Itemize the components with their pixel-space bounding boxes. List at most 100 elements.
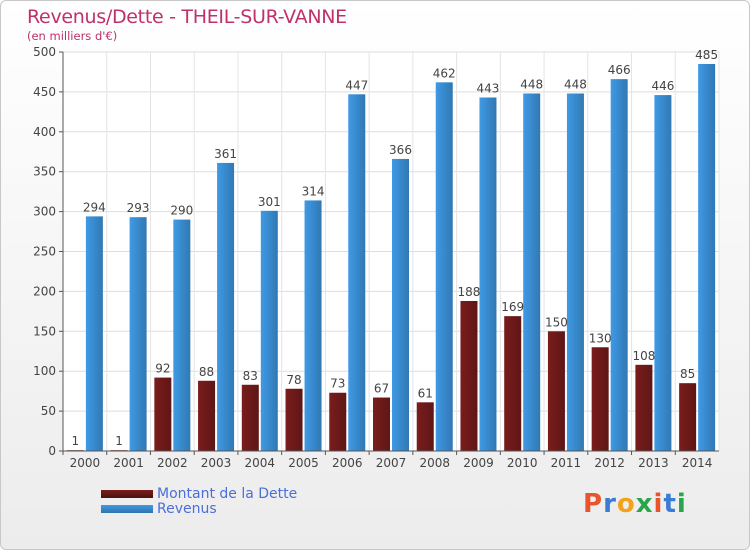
bar-dette: [241, 384, 259, 451]
value-label-revenus: 485: [695, 48, 718, 62]
proxiti-logo: Proxiti: [583, 489, 687, 519]
value-labels: 1 294 1 293 92 290 88 361 83 301 78 314 73 447 67 366 61…: [72, 48, 719, 448]
value-label-revenus: 314: [302, 184, 325, 198]
value-label-revenus: 290: [170, 204, 193, 218]
logo-letter: x: [635, 489, 654, 519]
value-label-dette: 1: [72, 434, 80, 448]
value-label-dette: 61: [418, 386, 433, 400]
bar-revenus: [304, 200, 322, 451]
bar-dette: [547, 331, 565, 451]
bar-revenus: [479, 97, 497, 452]
value-label-dette: 188: [458, 285, 481, 299]
logo-letter: t: [663, 489, 677, 519]
value-label-revenus: 294: [83, 200, 106, 214]
value-label-dette: 130: [589, 331, 612, 345]
bar-dette: [635, 364, 653, 451]
value-label-dette: 108: [632, 349, 655, 363]
value-label-revenus: 448: [564, 77, 587, 91]
y-tick-label: 0: [48, 444, 56, 458]
x-tick-label: 2007: [376, 456, 407, 470]
logo-letter: r: [603, 489, 617, 519]
bar-dette: [198, 380, 216, 451]
logo-letter: i: [676, 489, 687, 519]
x-tick-label: 2011: [551, 456, 582, 470]
y-tick-label: 450: [33, 85, 56, 99]
value-label-dette: 85: [680, 367, 695, 381]
x-tick-label: 2004: [245, 456, 276, 470]
x-tick-label: 2013: [638, 456, 669, 470]
bar-revenus: [217, 162, 235, 451]
bar-dette: [504, 316, 522, 451]
value-label-revenus: 443: [477, 81, 500, 95]
value-label-dette: 78: [286, 373, 301, 387]
legend-label-dette: Montant de la Dette: [157, 486, 298, 502]
x-tick-label: 2005: [288, 456, 319, 470]
value-label-revenus: 448: [520, 77, 543, 91]
bar-dette: [460, 300, 478, 451]
y-tick-label: 300: [33, 205, 56, 219]
bars: [66, 63, 716, 452]
bar-dette: [329, 392, 347, 451]
bar-revenus: [566, 93, 584, 451]
logo-letter: o: [616, 489, 636, 519]
logo-letter: i: [653, 489, 664, 519]
value-label-revenus: 366: [389, 143, 412, 157]
bar-revenus: [654, 95, 672, 451]
x-tick-label: 2010: [507, 456, 538, 470]
value-label-dette: 67: [374, 382, 389, 396]
bar-dette: [591, 347, 609, 451]
bar-dette: [679, 383, 697, 451]
grid-lines: [62, 51, 720, 452]
value-label-dette: 88: [199, 365, 214, 379]
bar-dette: [154, 377, 172, 451]
value-label-dette: 150: [545, 315, 568, 329]
value-label-revenus: 462: [433, 66, 456, 80]
value-label-dette: 83: [243, 369, 258, 383]
y-tick-label: 150: [33, 324, 56, 338]
value-label-revenus: 466: [608, 63, 631, 77]
y-tick-label: 250: [33, 245, 56, 259]
value-label-dette: 169: [501, 300, 524, 314]
x-tick-label: 2012: [594, 456, 625, 470]
value-label-dette: 73: [330, 377, 345, 391]
x-tick-label: 2002: [157, 456, 188, 470]
value-label-dette: 1: [115, 434, 123, 448]
y-tick-label: 350: [33, 165, 56, 179]
y-tick-label: 50: [41, 404, 56, 418]
bar-revenus: [85, 216, 103, 451]
bar-revenus: [523, 93, 541, 451]
value-label-revenus: 301: [258, 195, 281, 209]
chart-subtitle: (en milliers d'€): [27, 29, 118, 43]
bar-dette: [285, 388, 303, 451]
x-tick-label: 2008: [419, 456, 450, 470]
bar-revenus: [260, 210, 278, 451]
x-tick-label: 2000: [70, 456, 101, 470]
value-label-revenus: 293: [127, 201, 150, 215]
bar-revenus: [610, 79, 628, 451]
value-label-revenus: 446: [651, 79, 674, 93]
value-label-revenus: 361: [214, 147, 237, 161]
legend-swatch-dette: [101, 490, 153, 498]
x-tick-label: 2006: [332, 456, 363, 470]
legend-swatch-revenus: [101, 505, 153, 513]
x-tick-label: 2009: [463, 456, 494, 470]
bar-revenus: [348, 94, 366, 451]
x-tick-label: 2014: [682, 456, 713, 470]
legend-label-revenus: Revenus: [157, 501, 217, 517]
bar-revenus: [392, 158, 409, 451]
value-label-dette: 92: [155, 362, 170, 376]
axes: 0 50 100 150 200 250 300 350 400 450 500 2000 2001 20…: [33, 45, 719, 470]
chart-title: Revenus/Dette - THEIL-SUR-VANNE: [27, 6, 347, 28]
bar-dette: [416, 402, 434, 451]
y-tick-label: 400: [33, 125, 56, 139]
bar-dette: [373, 397, 390, 451]
x-tick-label: 2001: [113, 456, 144, 470]
value-label-revenus: 447: [345, 78, 368, 92]
y-tick-label: 500: [33, 45, 56, 59]
y-tick-label: 100: [33, 364, 56, 378]
bar-revenus: [698, 63, 716, 451]
logo-letter: P: [583, 489, 604, 519]
bar-revenus: [435, 82, 453, 451]
